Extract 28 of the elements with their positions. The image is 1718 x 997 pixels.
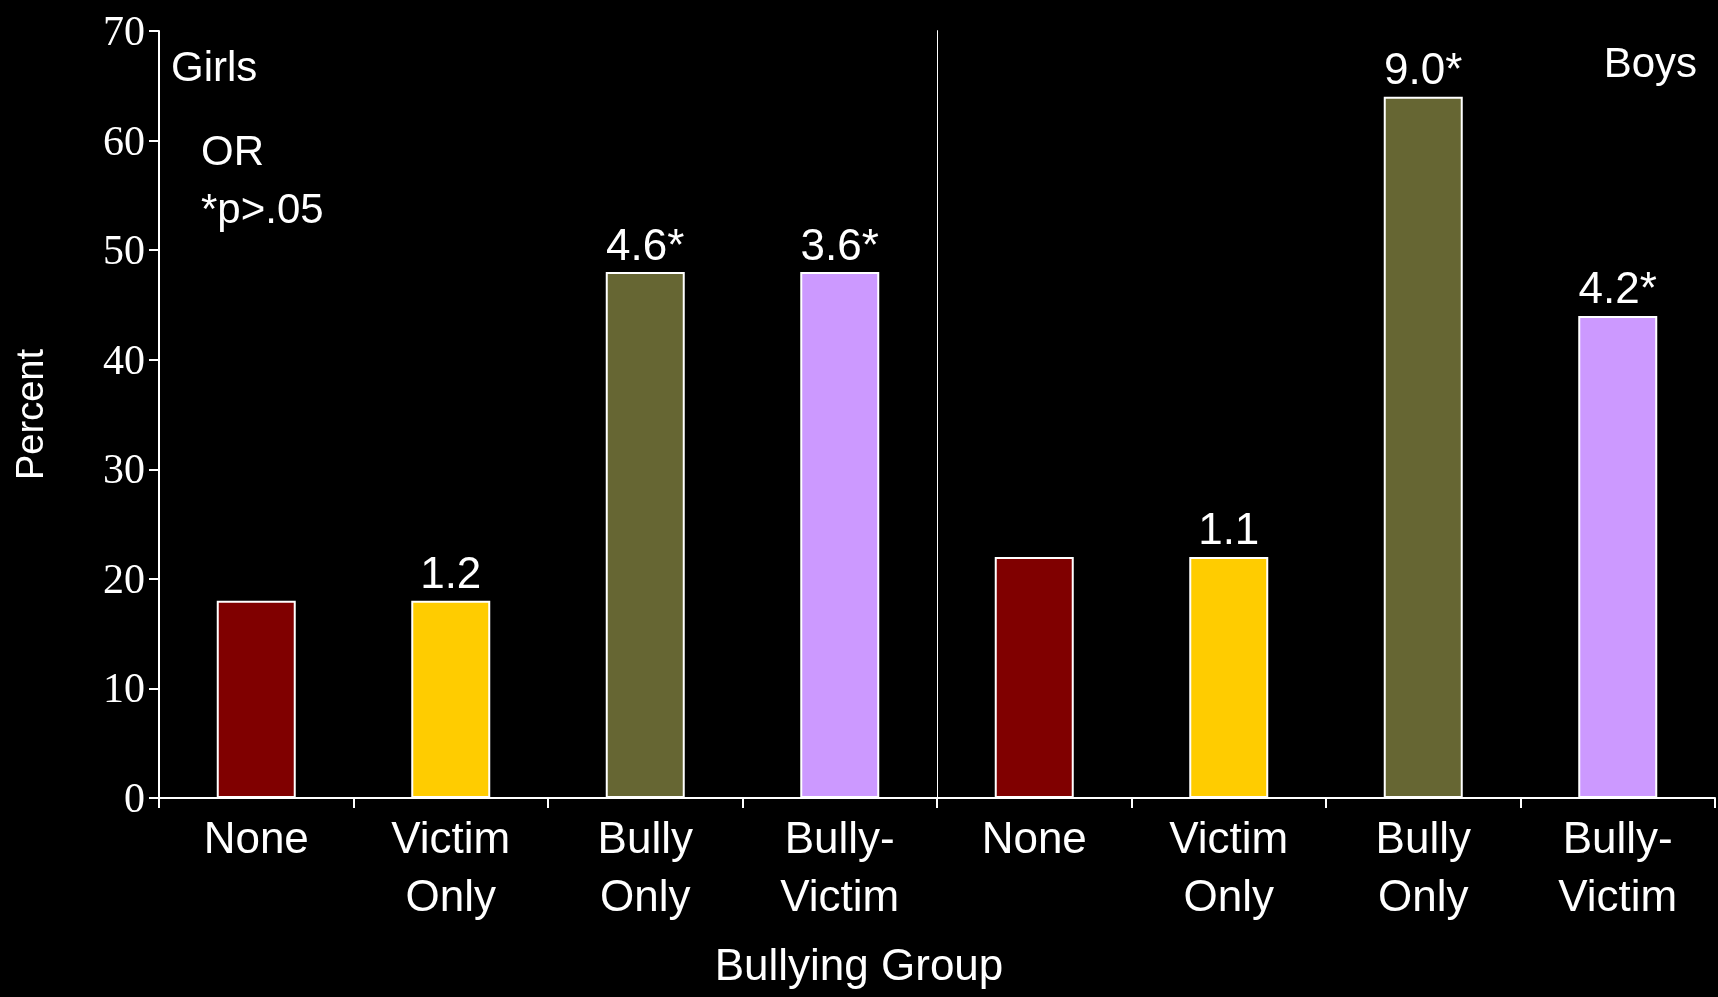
y-tick-label: 70 bbox=[103, 8, 145, 54]
annotation: Girls bbox=[171, 42, 258, 90]
y-tick-label: 10 bbox=[103, 665, 145, 712]
y-tick-label: 20 bbox=[103, 555, 145, 602]
x-tick-label: Victim Only bbox=[391, 812, 511, 920]
y-tick-label: 0 bbox=[124, 775, 145, 821]
y-tick-label: 60 bbox=[103, 117, 145, 164]
x-tick-label: Victim Only bbox=[1169, 812, 1289, 920]
y-tick-label: 40 bbox=[103, 336, 145, 383]
annotation: 1.1 bbox=[1198, 504, 1260, 554]
annotation: 9.0* bbox=[1384, 44, 1463, 94]
annotation: Boys bbox=[1603, 38, 1697, 86]
y-tick-label: 50 bbox=[103, 227, 145, 274]
x-tick-label: None bbox=[981, 812, 1087, 862]
x-axis-title: Bullying Group bbox=[713, 940, 1005, 990]
annotation: OR bbox=[201, 126, 264, 174]
x-tick-label: Bully- Victim bbox=[780, 812, 900, 920]
y-tick-label: 30 bbox=[103, 446, 145, 493]
x-tick-label: Bully Only bbox=[597, 812, 693, 920]
annotation: 4.6* bbox=[606, 219, 685, 269]
annotation: 1.2 bbox=[420, 548, 482, 598]
x-tick-label: None bbox=[203, 812, 309, 862]
x-tick-label: Bully- Victim bbox=[1558, 812, 1678, 920]
x-tick-label: Bully Only bbox=[1375, 812, 1471, 920]
y-axis-title: Percent bbox=[9, 348, 51, 480]
annotation: 3.6* bbox=[800, 219, 879, 269]
annotation: *p>.05 bbox=[201, 184, 324, 232]
annotation: 4.2* bbox=[1578, 263, 1657, 313]
